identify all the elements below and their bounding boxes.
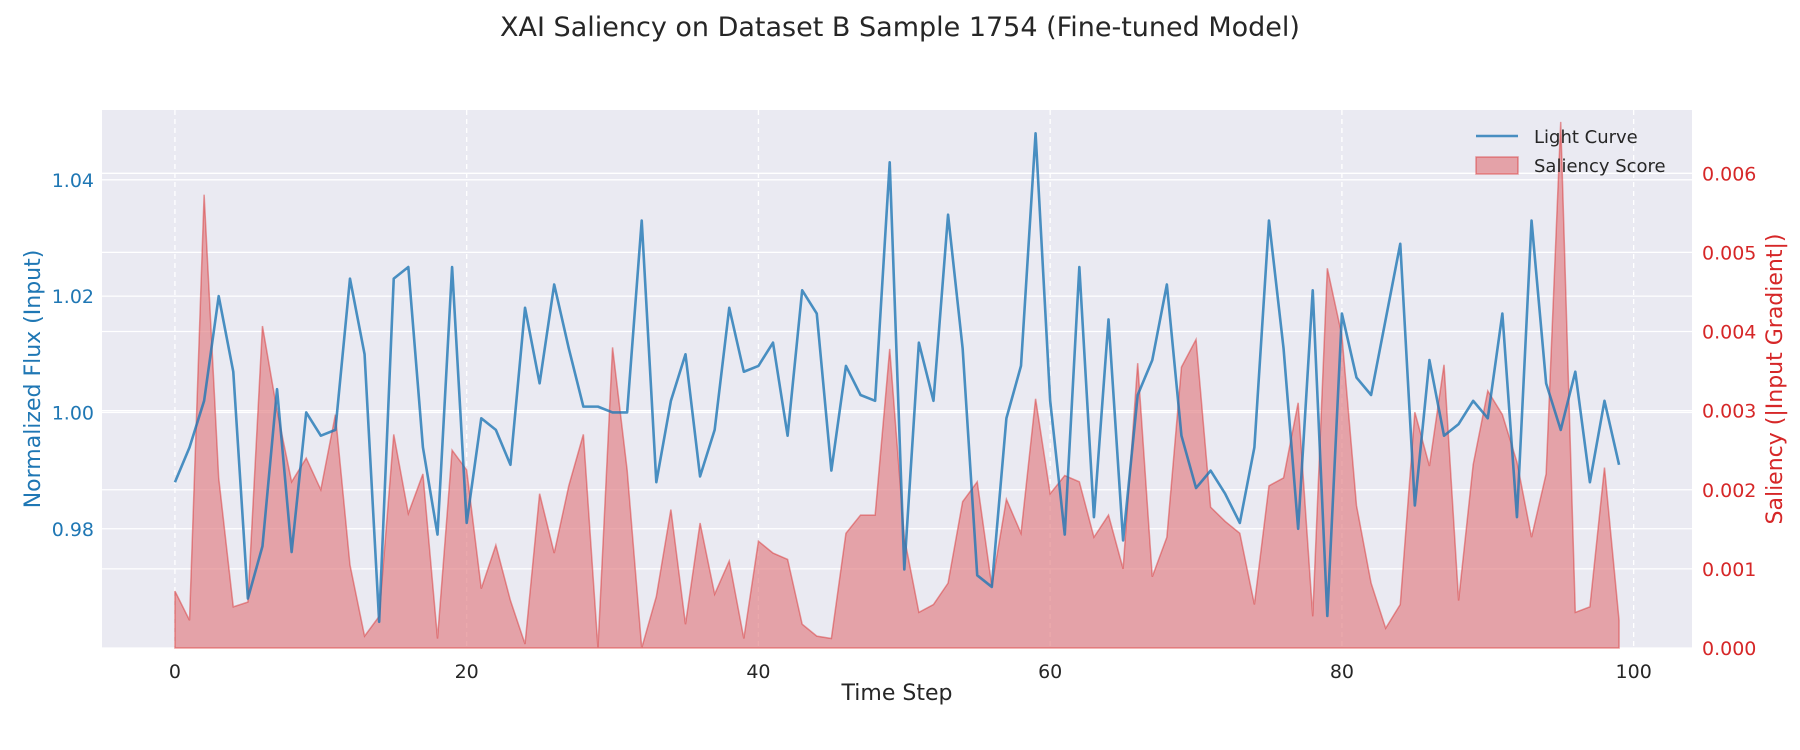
x-tick-label: 100 [1616,661,1652,683]
y-left-tick-label: 1.04 [52,170,94,192]
x-tick-label: 40 [746,661,770,683]
legend-saliency-swatch [1475,156,1519,175]
y-left-tick-label: 0.98 [52,519,94,541]
legend-saliency-label: Saliency Score [1534,156,1666,177]
y-right-axis-label: Saliency (|Input Gradient|) [1763,234,1788,525]
light-curve-line [173,131,1621,624]
legend-light-curve-label: Light Curve [1534,127,1638,148]
y-left-axis-ticks: 0.98 1.00 1.02 1.04 [52,170,94,541]
x-tick-label: 0 [169,661,181,683]
y-right-tick-label: 0.002 [1702,480,1756,502]
x-tick-label: 80 [1330,661,1354,683]
x-tick-label: 20 [455,661,479,683]
legend: Light Curve Saliency Score [1475,127,1666,177]
y-right-tick-label: 0.006 [1702,163,1756,185]
y-right-tick-label: 0.004 [1702,322,1756,344]
y-right-axis-ticks: 0.000 0.001 0.002 0.003 0.004 0.005 0.006 [1702,163,1756,660]
x-axis-label: Time Step [841,681,953,706]
y-left-tick-label: 1.02 [52,286,94,308]
y-left-axis-label: Normalized Flux (Input) [21,250,46,509]
y-right-tick-label: 0.005 [1702,242,1756,264]
y-left-tick-label: 1.00 [52,402,94,424]
x-tick-label: 60 [1038,661,1062,683]
y-right-tick-label: 0.001 [1702,559,1756,581]
x-axis-ticks: 0 20 40 60 80 100 [169,661,1652,683]
y-right-tick-label: 0.000 [1702,638,1756,660]
y-right-tick-label: 0.003 [1702,401,1756,423]
chart-title: XAI Saliency on Dataset B Sample 1754 (F… [500,12,1300,43]
